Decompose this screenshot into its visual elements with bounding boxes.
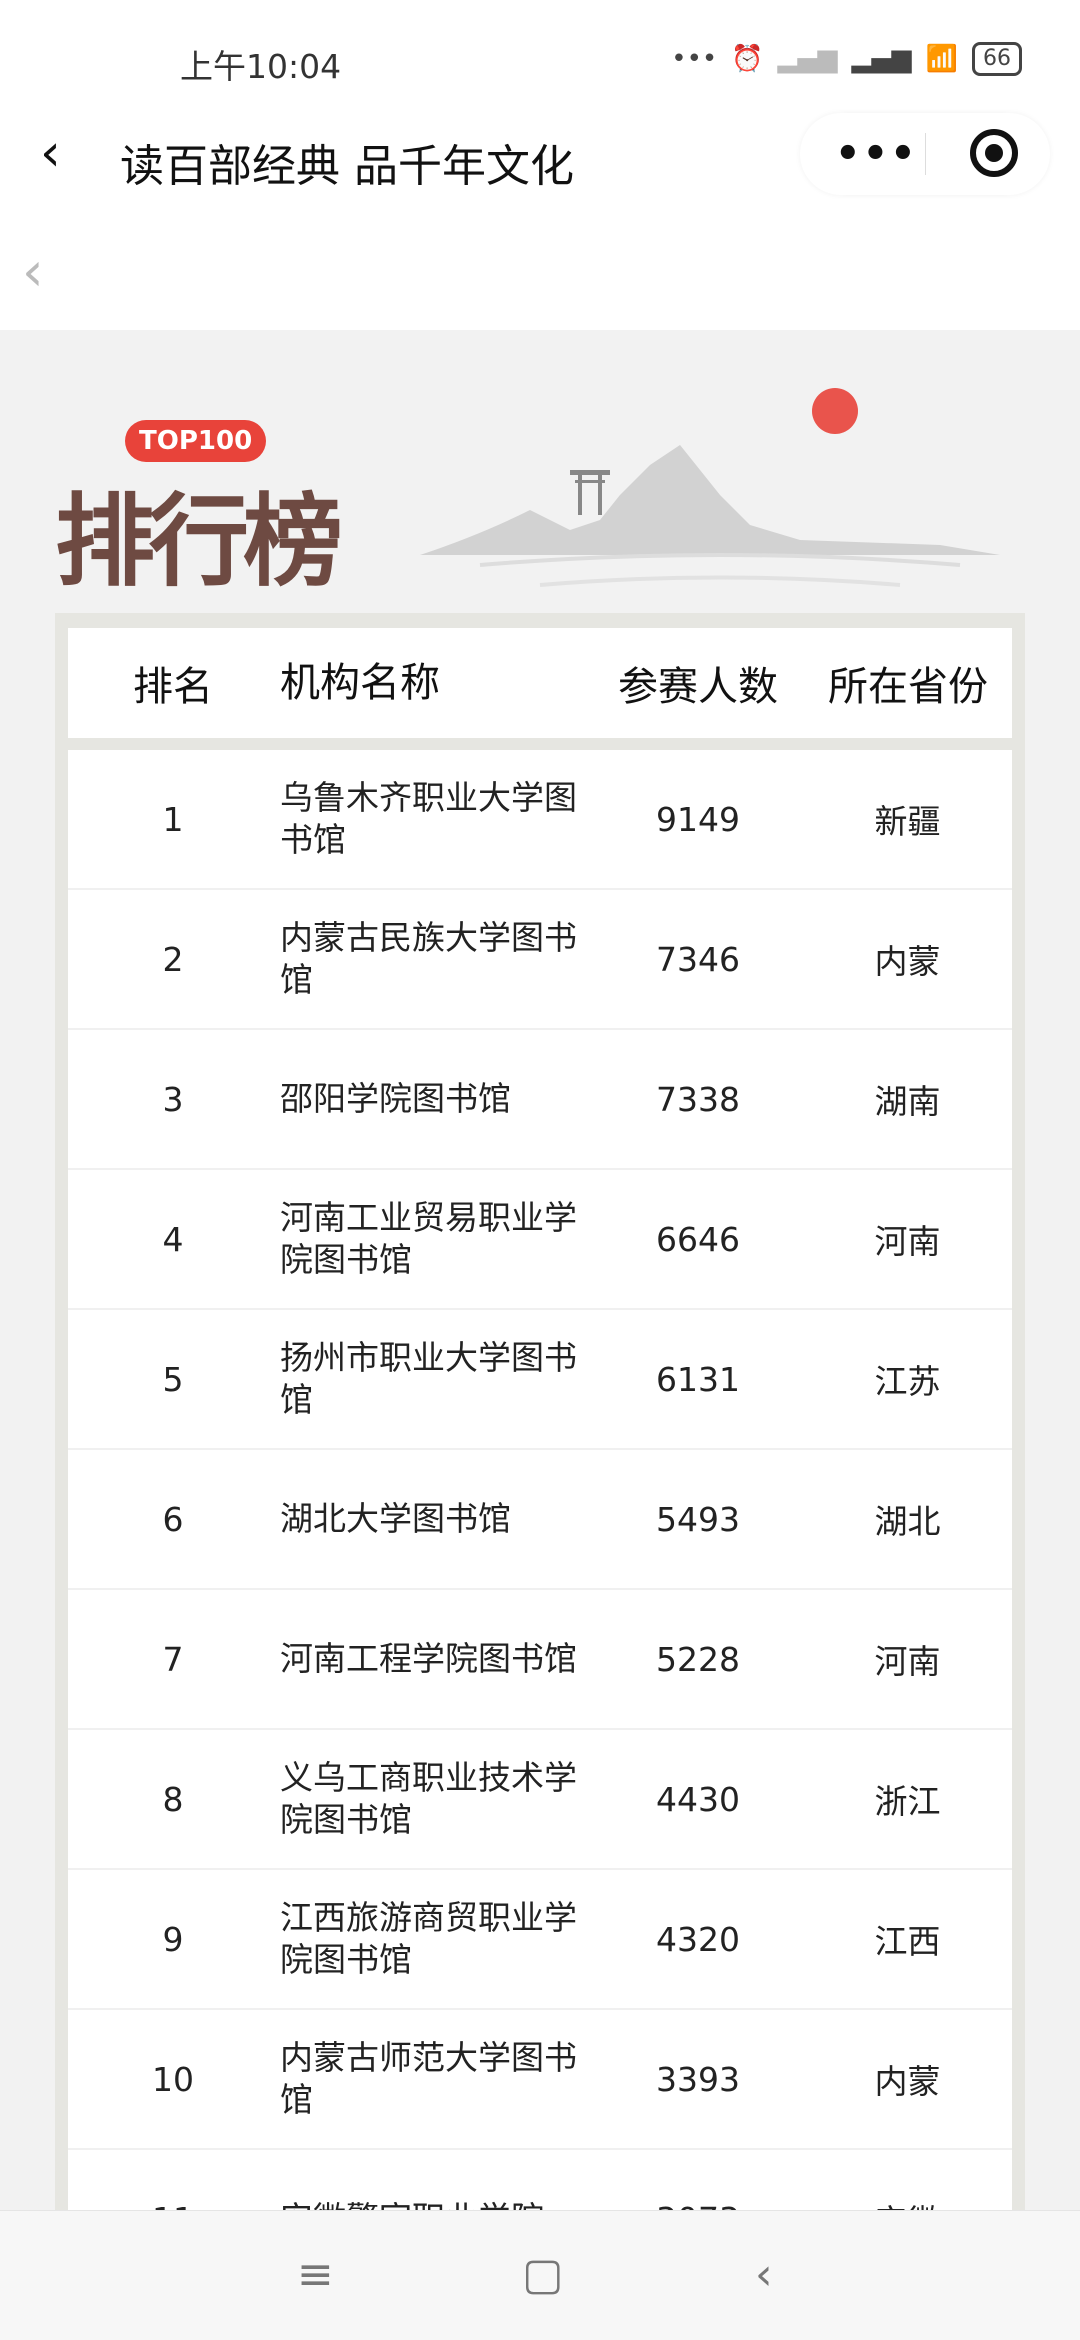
table-row: 10 内蒙古师范大学图书馆 3393 内蒙 bbox=[68, 2010, 1012, 2150]
province-cell: 新疆 bbox=[874, 802, 941, 841]
name-cell: 义乌工商职业技术学院图书馆 bbox=[280, 1758, 577, 1839]
sub-header: ‹ bbox=[0, 220, 1080, 330]
name-cell: 内蒙古民族大学图书馆 bbox=[280, 918, 577, 999]
chevron-left-icon[interactable]: ‹ bbox=[40, 123, 61, 183]
header-name: 机构名称 bbox=[280, 660, 440, 706]
header-province: 所在省份 bbox=[828, 664, 988, 710]
name-cell: 湖北大学图书馆 bbox=[280, 1499, 511, 1538]
table-row: 6 湖北大学图书馆 5493 湖北 bbox=[68, 1450, 1012, 1590]
rank-cell: 10 bbox=[152, 2059, 194, 2099]
page-title: 读百部经典 品千年文化 bbox=[120, 141, 574, 192]
divider bbox=[925, 133, 926, 175]
status-bar: 上午10:04 ••• ⏰ ▂▄▆ ▂▄▆ 📶 66 bbox=[0, 0, 1080, 95]
count-cell: 6646 bbox=[656, 1219, 740, 1259]
name-cell: 乌鲁木齐职业大学图书馆 bbox=[280, 778, 577, 859]
top100-badge: TOP100 bbox=[125, 420, 267, 462]
rank-cell: 9 bbox=[162, 1919, 184, 1959]
rank-cell: 8 bbox=[162, 1779, 184, 1819]
table-row: 9 江西旅游商贸职业学院图书馆 4320 江西 bbox=[68, 1870, 1012, 2010]
table-row: 2 内蒙古民族大学图书馆 7346 内蒙 bbox=[68, 890, 1012, 1030]
rank-cell: 7 bbox=[162, 1639, 184, 1679]
province-cell: 内蒙 bbox=[874, 942, 941, 981]
rank-cell: 5 bbox=[162, 1359, 184, 1399]
rank-cell: 3 bbox=[162, 1079, 184, 1119]
name-cell: 河南工程学院图书馆 bbox=[280, 1639, 577, 1678]
table-row: 4 河南工业贸易职业学院图书馆 6646 河南 bbox=[68, 1170, 1012, 1310]
rank-cell: 1 bbox=[162, 799, 184, 839]
rank-cell: 2 bbox=[162, 939, 184, 979]
header-count: 参赛人数 bbox=[618, 664, 778, 710]
province-cell: 内蒙 bbox=[874, 2062, 941, 2101]
province-cell: 河南 bbox=[874, 1642, 941, 1681]
name-cell: 河南工业贸易职业学院图书馆 bbox=[280, 1198, 577, 1279]
count-cell: 4320 bbox=[656, 1919, 740, 1959]
rank-cell: 6 bbox=[162, 1499, 184, 1539]
count-cell: 7346 bbox=[656, 939, 740, 979]
rank-cell: 4 bbox=[162, 1219, 184, 1259]
status-icons: ••• ⏰ ▂▄▆ ▂▄▆ 📶 66 bbox=[671, 42, 1022, 76]
sun-icon bbox=[812, 388, 858, 434]
chevron-left-icon[interactable]: ‹ bbox=[22, 240, 44, 303]
system-nav-bar: ≡ ▢ ‹ bbox=[0, 2210, 1080, 2340]
table-row: 1 乌鲁木齐职业大学图书馆 9149 新疆 bbox=[68, 750, 1012, 890]
close-target-icon[interactable] bbox=[970, 129, 1018, 177]
header-rank: 排名 bbox=[133, 664, 213, 710]
count-cell: 3393 bbox=[656, 2059, 740, 2099]
more-dots-icon[interactable]: ••• bbox=[835, 131, 918, 177]
table-row: 7 河南工程学院图书馆 5228 河南 bbox=[68, 1590, 1012, 1730]
alarm-icon: ⏰ bbox=[731, 44, 764, 74]
menu-icon[interactable]: ≡ bbox=[297, 2249, 334, 2300]
ranking-table: 排名 机构名称 参赛人数 所在省份 1 乌鲁木齐职业大学图书馆 9149 新疆 2 内蒙古… bbox=[55, 613, 1025, 2313]
table-row: 3 邵阳学院图书馆 7338 湖南 bbox=[68, 1030, 1012, 1170]
name-cell: 内蒙古师范大学图书馆 bbox=[280, 2038, 577, 2119]
name-cell: 江西旅游商贸职业学院图书馆 bbox=[280, 1898, 577, 1979]
battery-icon: 66 bbox=[972, 42, 1022, 76]
ranking-banner: TOP100 排行榜 bbox=[0, 330, 1080, 615]
count-cell: 6131 bbox=[656, 1359, 740, 1399]
count-cell: 5493 bbox=[656, 1499, 740, 1539]
province-cell: 江西 bbox=[874, 1922, 941, 1961]
table-row: 5 扬州市职业大学图书馆 6131 江苏 bbox=[68, 1310, 1012, 1450]
count-cell: 7338 bbox=[656, 1079, 740, 1119]
back-icon[interactable]: ‹ bbox=[755, 2249, 773, 2300]
table-body: 1 乌鲁木齐职业大学图书馆 9149 新疆 2 内蒙古民族大学图书馆 7346 内蒙 3 邵阳学院… bbox=[68, 750, 1012, 2290]
wifi-icon: 📶 bbox=[925, 44, 958, 74]
signal-icon: ▂▄▆ bbox=[777, 44, 838, 74]
name-cell: 扬州市职业大学图书馆 bbox=[280, 1338, 577, 1419]
province-cell: 湖南 bbox=[874, 1082, 941, 1121]
count-cell: 5228 bbox=[656, 1639, 740, 1679]
name-cell: 邵阳学院图书馆 bbox=[280, 1079, 511, 1118]
hd-signal-icon: ▂▄▆ bbox=[851, 44, 912, 74]
status-time: 上午10:04 bbox=[180, 47, 342, 86]
province-cell: 湖北 bbox=[874, 1502, 941, 1541]
province-cell: 江苏 bbox=[874, 1362, 941, 1401]
home-icon[interactable]: ▢ bbox=[522, 2249, 564, 2300]
count-cell: 9149 bbox=[656, 799, 740, 839]
province-cell: 浙江 bbox=[874, 1782, 941, 1821]
table-header: 排名 机构名称 参赛人数 所在省份 bbox=[68, 628, 1012, 738]
banner-title: 排行榜 bbox=[55, 482, 343, 600]
capsule-menu: ••• bbox=[800, 113, 1050, 195]
mini-program-nav-bar: ‹ 读百部经典 品千年文化 ••• bbox=[0, 95, 1080, 220]
more-dots-icon: ••• bbox=[671, 44, 718, 74]
table-row: 8 义乌工商职业技术学院图书馆 4430 浙江 bbox=[68, 1730, 1012, 1870]
ranking-logo: TOP100 排行榜 bbox=[55, 420, 355, 600]
province-cell: 河南 bbox=[874, 1222, 941, 1261]
ink-mountain-icon bbox=[420, 445, 1000, 587]
count-cell: 4430 bbox=[656, 1779, 740, 1819]
